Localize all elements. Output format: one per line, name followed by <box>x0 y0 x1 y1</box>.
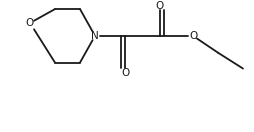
Text: O: O <box>189 31 197 41</box>
Text: O: O <box>26 18 34 28</box>
Text: N: N <box>91 31 99 41</box>
Text: O: O <box>156 1 164 11</box>
Text: O: O <box>121 68 129 77</box>
